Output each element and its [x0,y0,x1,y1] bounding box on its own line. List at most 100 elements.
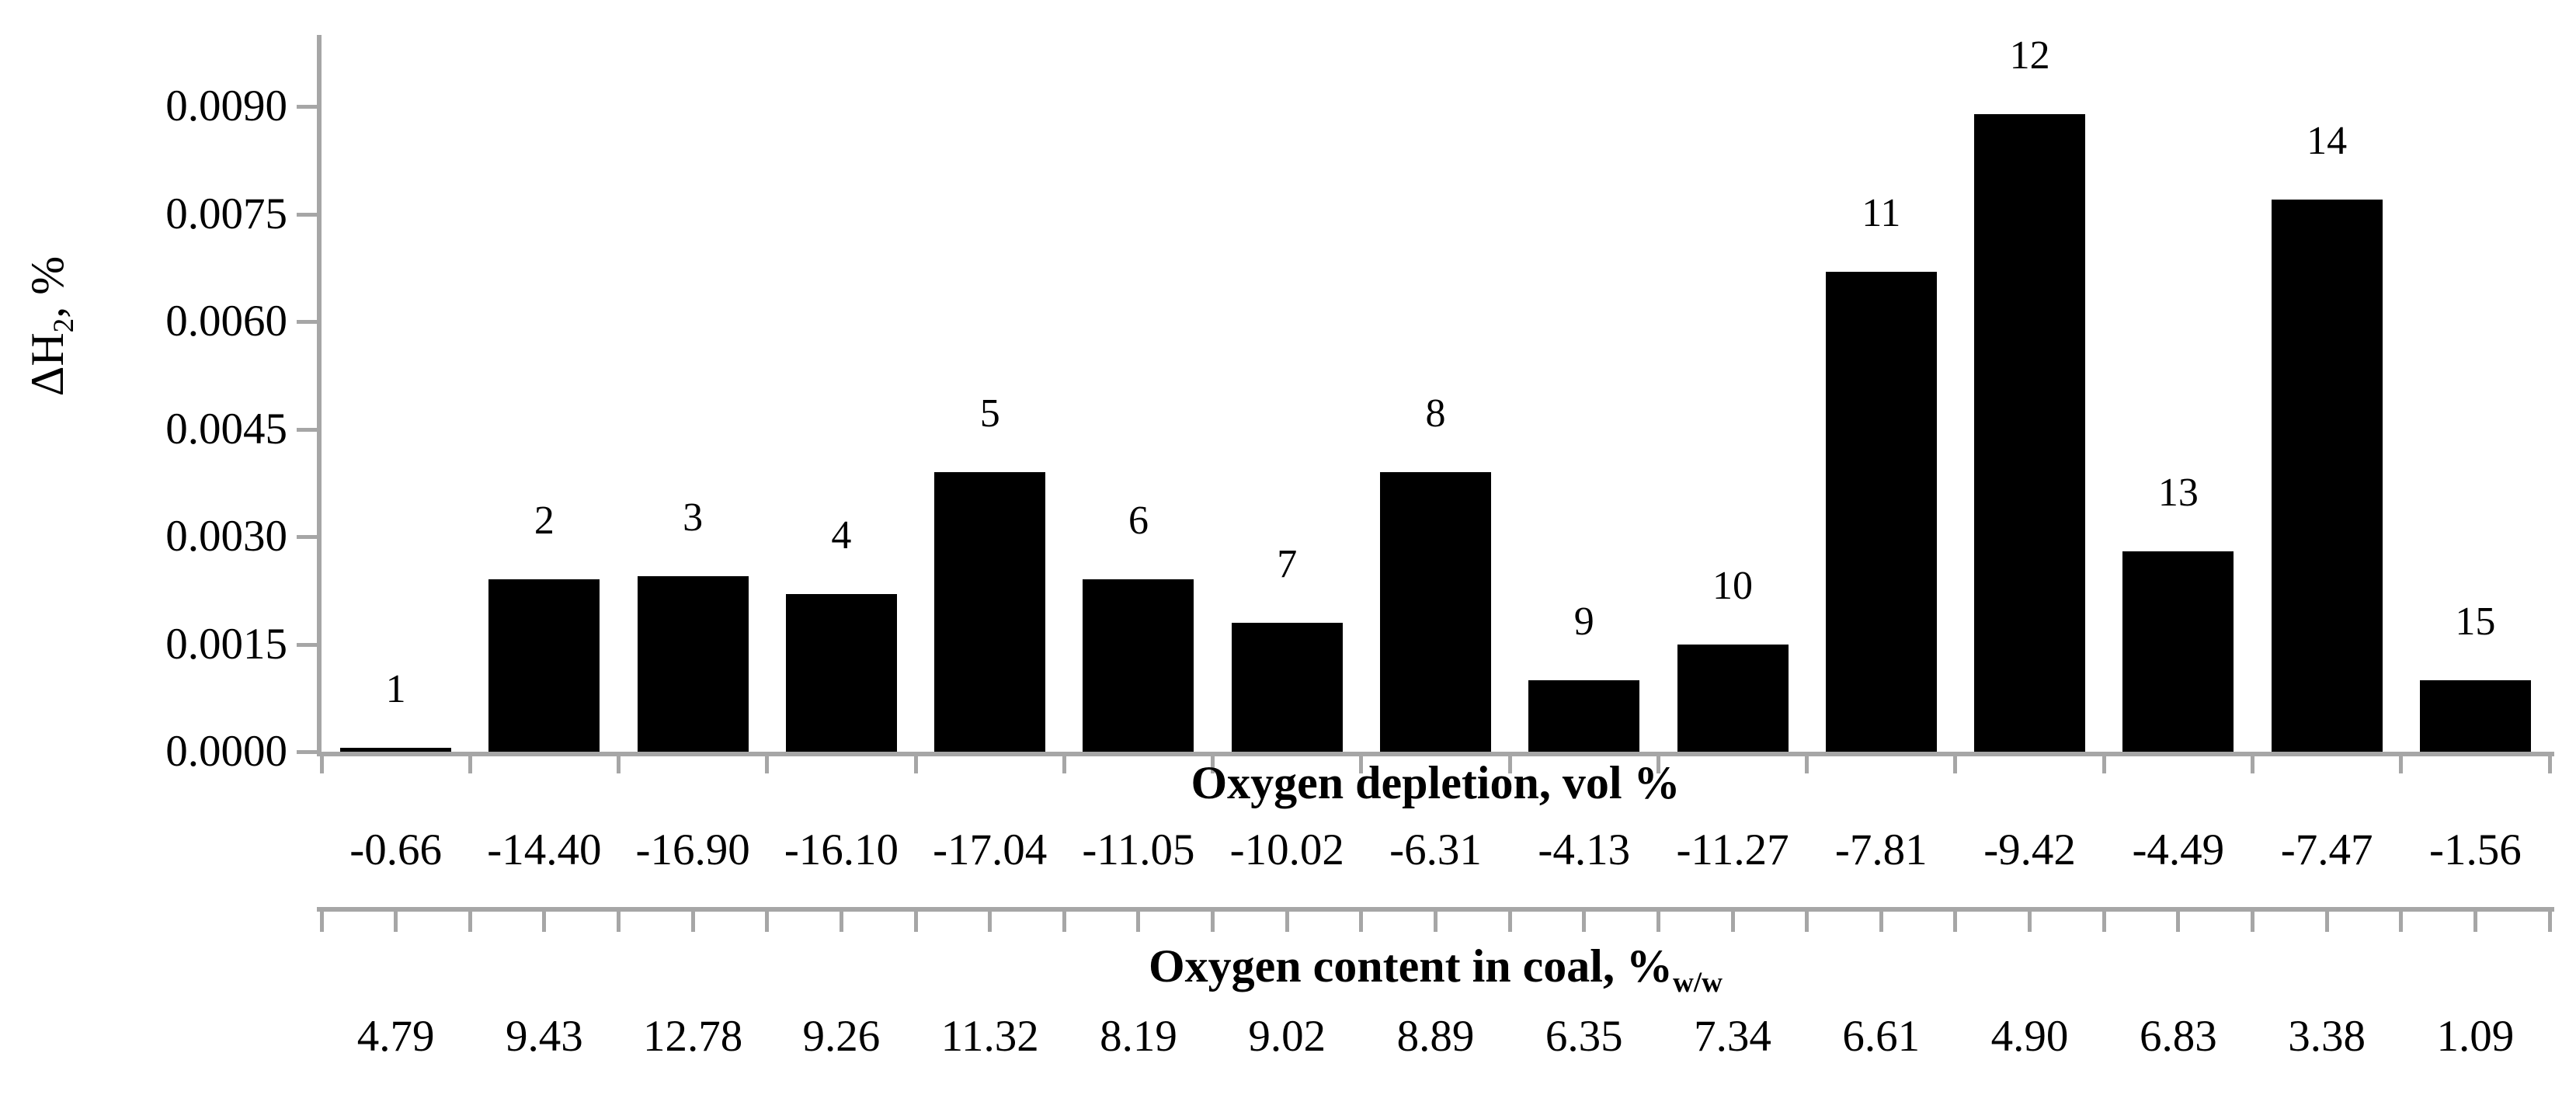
secondary-x-axis-tick [617,912,621,932]
secondary-x-axis-tick [2399,912,2404,932]
x-axis-title-oxygen-depletion-text: Oxygen depletion, vol % [1191,757,1681,808]
x-axis-tick [913,756,918,773]
bar-value-label: 6 [1128,499,1149,544]
bar-sample-12 [1974,113,2086,752]
bar-sample-6 [1083,579,1194,752]
y-axis-tick-label: 0.0000 [165,727,287,776]
secondary-x-axis-tick [542,912,547,932]
oxygen-depletion-value: -1.56 [2428,825,2522,874]
bar-value-label: 11 [1862,190,1901,235]
secondary-x-axis-line [317,907,2554,912]
x-axis-tick [765,756,770,773]
secondary-x-axis-tick [319,912,324,932]
bar-sample-9 [1528,679,1640,752]
y-axis-tick [297,642,317,647]
oxygen-content-value: 8.89 [1396,1012,1475,1061]
y-axis-tick [297,427,317,432]
oxygen-depletion-value: -16.10 [784,825,899,874]
oxygen-depletion-value: -16.90 [635,825,750,874]
oxygen-depletion-value: -7.47 [2280,825,2373,874]
x-axis-tick [2250,756,2254,773]
y-axis-tick-label: 0.0030 [165,512,287,561]
oxygen-content-value: 1.09 [2436,1012,2515,1061]
x-axis-tick [2399,756,2404,773]
bar-sample-7 [1231,622,1343,752]
bar-sample-11 [1825,271,1937,752]
bar-sample-8 [1380,472,1491,752]
oxygen-content-value: 6.83 [2139,1012,2217,1061]
x-axis-tick [1062,756,1066,773]
secondary-x-axis-tick [2547,912,2552,932]
secondary-x-axis-tick [1359,912,1364,932]
y-axis-line [317,35,322,756]
secondary-x-axis-tick [1136,912,1141,932]
secondary-x-axis-tick [1211,912,1215,932]
secondary-x-axis-tick [1879,912,1883,932]
oxygen-depletion-value: -0.66 [349,825,442,874]
x-axis-tick [1805,756,1809,773]
x-axis-tick [1211,756,1215,773]
secondary-x-axis-tick [2176,912,2181,932]
bar-value-label: 12 [2009,33,2050,78]
oxygen-content-value: 9.02 [1248,1012,1326,1061]
oxygen-content-value: 8.19 [1100,1012,1177,1061]
oxygen-depletion-value: -7.81 [1834,825,1928,874]
x-axis-tick [468,756,472,773]
y-axis-tick-label: 0.0015 [165,619,287,669]
x-axis-tick [2101,756,2106,773]
secondary-x-axis-tick [2028,912,2032,932]
secondary-x-axis-tick [2250,912,2254,932]
bar-sample-4 [785,593,897,752]
secondary-x-axis-tick [1062,912,1066,932]
oxygen-depletion-value: -11.27 [1676,825,1789,874]
bar-value-label: 14 [2307,119,2348,164]
oxygen-depletion-value: -4.49 [2132,825,2225,874]
oxygen-content-value: 11.32 [940,1012,1039,1061]
x-axis-tick [1656,756,1660,773]
bar-sample-1 [340,748,452,752]
oxygen-depletion-value: -6.31 [1389,825,1482,874]
bar-sample-13 [2122,551,2234,752]
bar-sample-14 [2271,200,2383,752]
bar-value-label: 5 [979,391,1000,436]
bar-value-label: 15 [2455,599,2496,644]
bar-value-label: 10 [1712,563,1754,608]
secondary-x-axis-tick [839,912,843,932]
secondary-x-axis-tick [1285,912,1289,932]
oxygen-content-value: 6.35 [1545,1012,1623,1061]
oxygen-content-value: 7.34 [1694,1012,1771,1061]
secondary-x-axis-tick [988,912,993,932]
x-axis-tick [2547,756,2552,773]
secondary-x-axis-tick [2473,912,2477,932]
secondary-x-axis-tick [1953,912,1958,932]
bar-value-label: 4 [831,513,852,558]
y-axis-tick-label: 0.0045 [165,404,287,454]
oxygen-depletion-value: -10.02 [1229,825,1344,874]
y-axis-tick-label: 0.0075 [165,189,287,238]
oxygen-content-value: 4.90 [1990,1012,2069,1061]
y-axis-tick-label: 0.0090 [165,82,287,131]
secondary-x-axis-tick [913,912,918,932]
x-axis-title-oxygen-content-sub: w/w [1672,967,1723,999]
y-axis-tick [297,320,317,325]
bar-value-label: 7 [1277,541,1298,586]
bar-value-label: 1 [385,667,406,712]
bar-sample-5 [934,472,1046,752]
secondary-x-axis-tick [468,912,472,932]
x-axis-title-oxygen-content: Oxygen content in coal, %w/w [322,938,2550,1011]
oxygen-depletion-value: -11.05 [1082,825,1195,874]
x-axis-tick [617,756,621,773]
x-axis-tick [1953,756,1958,773]
x-axis-tick [1359,756,1364,773]
oxygen-content-value: 3.38 [2288,1012,2366,1061]
y-axis-tick [297,105,317,109]
secondary-x-axis-tick [1805,912,1809,932]
y-axis-tick [297,212,317,217]
bar-value-label: 9 [1573,599,1594,644]
oxygen-depletion-value: -14.40 [487,825,602,874]
bar-value-label: 13 [2157,470,2199,515]
bar-value-label: 8 [1425,391,1446,436]
secondary-x-axis-tick [1507,912,1512,932]
y-axis-tick [297,750,317,754]
